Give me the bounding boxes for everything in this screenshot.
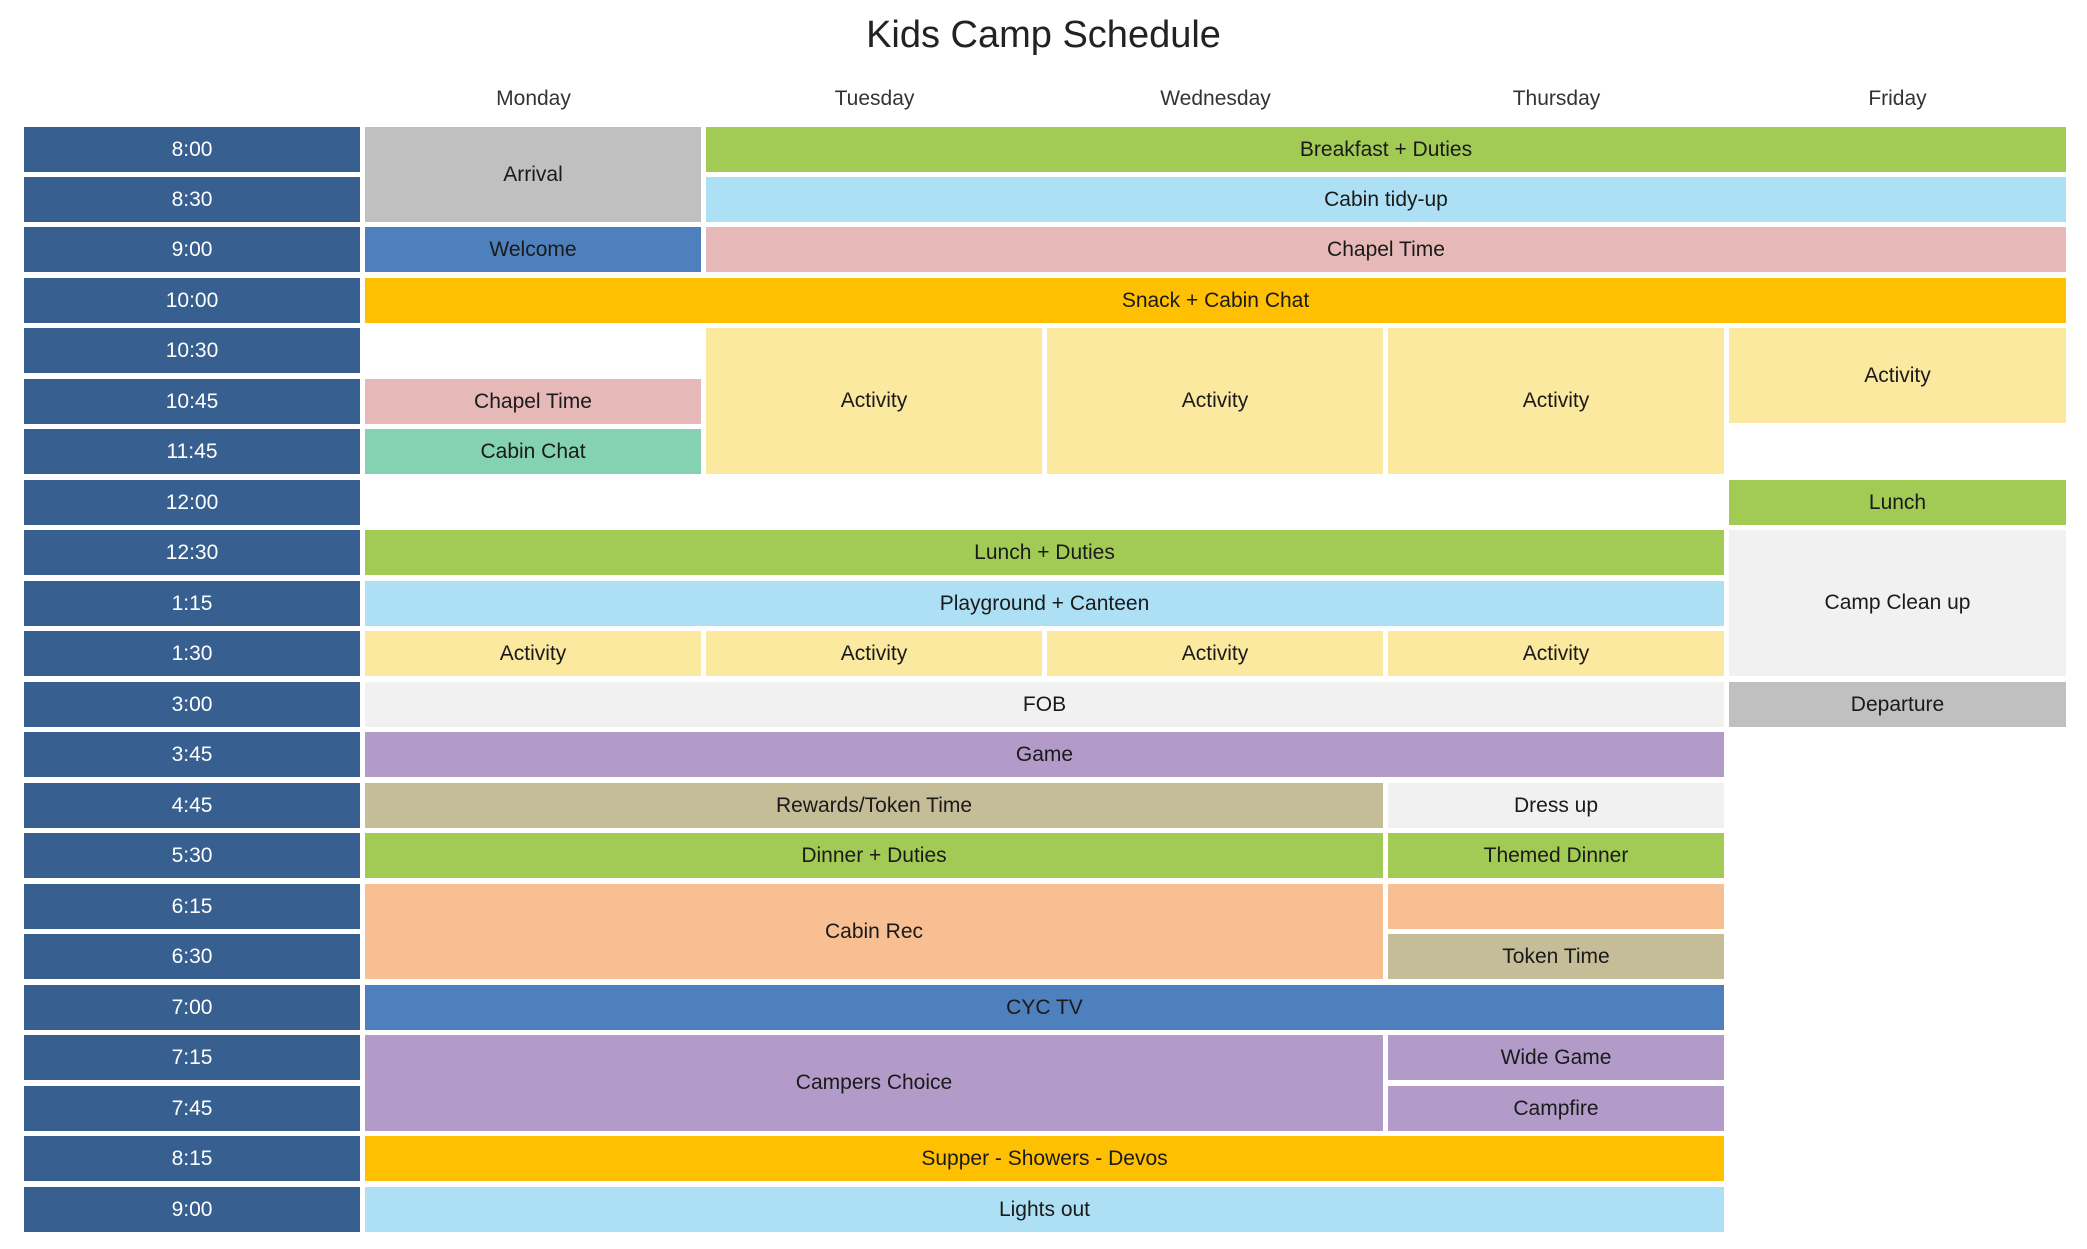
time-slot: 10:00 bbox=[24, 278, 360, 323]
event-campers-choice: Campers Choice bbox=[365, 1035, 1383, 1131]
day-header-wednesday: Wednesday bbox=[1160, 87, 1271, 110]
event-token-time: Token Time bbox=[1388, 934, 1724, 979]
event-activity-monday-pm: Activity bbox=[365, 631, 701, 676]
time-slot: 4:45 bbox=[24, 783, 360, 828]
time-slot: 7:15 bbox=[24, 1035, 360, 1080]
event-cabin-rec: Cabin Rec bbox=[365, 884, 1383, 979]
time-slot: 3:45 bbox=[24, 732, 360, 777]
time-slot: 12:30 bbox=[24, 530, 360, 575]
event-wide-game: Wide Game bbox=[1388, 1035, 1724, 1080]
event-chapel-time-monday: Chapel Time bbox=[365, 379, 701, 424]
event-lights-out: Lights out bbox=[365, 1187, 1724, 1232]
time-slot: 10:45 bbox=[24, 379, 360, 424]
event-activity-tuesday: Activity bbox=[706, 328, 1042, 474]
page-title: Kids Camp Schedule bbox=[866, 14, 1221, 56]
event-playground-canteen: Playground + Canteen bbox=[365, 581, 1724, 626]
event-dinner-duties: Dinner + Duties bbox=[365, 833, 1383, 878]
time-slot: 8:00 bbox=[24, 127, 360, 172]
day-header-tuesday: Tuesday bbox=[834, 87, 915, 110]
event-snack-cabin-chat: Snack + Cabin Chat bbox=[365, 278, 2066, 323]
event-dress-up: Dress up bbox=[1388, 783, 1724, 828]
time-slot: 9:00 bbox=[24, 1187, 360, 1232]
event-lunch-duties: Lunch + Duties bbox=[365, 530, 1724, 575]
time-slot: 3:00 bbox=[24, 682, 360, 727]
time-slot: 6:15 bbox=[24, 884, 360, 929]
event-cabin-chat: Cabin Chat bbox=[365, 429, 701, 474]
event-activity-thursday-pm: Activity bbox=[1388, 631, 1724, 676]
event-arrival: Arrival bbox=[365, 127, 701, 222]
event-blank-peach bbox=[1388, 884, 1724, 929]
time-slot: 11:45 bbox=[24, 429, 360, 474]
event-breakfast: Breakfast + Duties bbox=[706, 127, 2066, 172]
event-activity-wednesday-pm: Activity bbox=[1047, 631, 1383, 676]
time-slot: 1:15 bbox=[24, 581, 360, 626]
event-campfire: Campfire bbox=[1388, 1086, 1724, 1131]
time-slot: 6:30 bbox=[24, 934, 360, 979]
event-cabin-tidy-up: Cabin tidy-up bbox=[706, 177, 2066, 222]
event-departure: Departure bbox=[1729, 682, 2066, 727]
event-camp-clean-up: Camp Clean up bbox=[1729, 530, 2066, 676]
event-supper-showers-devos: Supper - Showers - Devos bbox=[365, 1136, 1724, 1181]
event-fob: FOB bbox=[365, 682, 1724, 727]
time-slot: 7:45 bbox=[24, 1086, 360, 1131]
time-slot: 10:30 bbox=[24, 328, 360, 373]
event-themed-dinner: Themed Dinner bbox=[1388, 833, 1724, 878]
day-header-thursday: Thursday bbox=[1512, 87, 1601, 110]
time-slot: 8:15 bbox=[24, 1136, 360, 1181]
event-activity-wednesday: Activity bbox=[1047, 328, 1383, 474]
event-rewards-token-time: Rewards/Token Time bbox=[365, 783, 1383, 828]
time-slot: 8:30 bbox=[24, 177, 360, 222]
time-slot: 5:30 bbox=[24, 833, 360, 878]
time-slot: 9:00 bbox=[24, 227, 360, 272]
event-game: Game bbox=[365, 732, 1724, 777]
event-welcome: Welcome bbox=[365, 227, 701, 272]
event-cyc-tv: CYC TV bbox=[365, 985, 1724, 1030]
event-activity-tuesday-pm: Activity bbox=[706, 631, 1042, 676]
time-slot: 12:00 bbox=[24, 480, 360, 525]
event-activity-thursday: Activity bbox=[1388, 328, 1724, 474]
event-lunch-friday: Lunch bbox=[1729, 480, 2066, 525]
event-chapel-time: Chapel Time bbox=[706, 227, 2066, 272]
day-header-monday: Monday bbox=[496, 87, 571, 110]
time-slot: 1:30 bbox=[24, 631, 360, 676]
event-activity-friday: Activity bbox=[1729, 328, 2066, 423]
day-header-friday: Friday bbox=[1868, 87, 1927, 110]
time-slot: 7:00 bbox=[24, 985, 360, 1030]
